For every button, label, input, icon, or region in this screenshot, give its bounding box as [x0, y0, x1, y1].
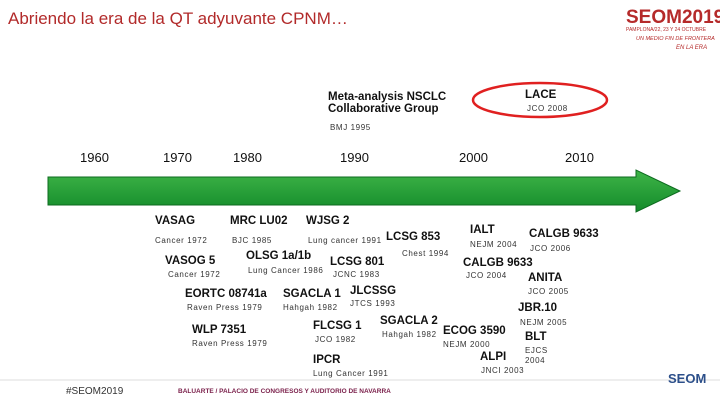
- trial-name: LCSG 853: [386, 231, 441, 243]
- logo-dates: PAMPLONA/22, 23 Y 24 OCTUBRE: [626, 27, 707, 33]
- trial-name: EORTC 08741a: [185, 288, 267, 300]
- slide-title: Abriendo la era de la QT adyuvante CPNM…: [8, 9, 348, 28]
- citation: EJCS 2004: [525, 346, 548, 365]
- trial-name: LCSG 801: [330, 256, 385, 268]
- trial-name: VASAG: [155, 215, 196, 227]
- trial-name: IPCR: [313, 354, 341, 366]
- trial-name: WLP 7351: [192, 324, 247, 336]
- citation: Cancer 1972: [168, 270, 221, 279]
- year-label: 2000: [459, 150, 488, 165]
- trial-name: SGACLA 2: [380, 315, 438, 327]
- trial-name: SGACLA 1: [283, 288, 341, 300]
- citation: Chest 1994: [402, 249, 449, 258]
- citation: JCNC 1983: [333, 270, 380, 279]
- trial-name: ANITA: [528, 272, 563, 284]
- trial-name: ECOG 3590: [443, 325, 506, 337]
- citation: Hahgah 1982: [283, 303, 338, 312]
- logo-tagline: UN MEDIO FIN DE FRONTERA: [636, 36, 715, 42]
- year-label: 2010: [565, 150, 594, 165]
- trial-name: JLCSSG: [350, 285, 397, 297]
- highlight-ellipse: [471, 81, 609, 119]
- trial-name: JBR.10: [518, 302, 557, 314]
- citation: NEJM 2000: [443, 340, 491, 349]
- citation: JCO 2008: [527, 104, 568, 113]
- citation: Raven Press 1979: [192, 339, 268, 348]
- citation: Lung cancer 1991: [308, 236, 382, 245]
- footer-hashtag: #SEOM2019: [66, 386, 124, 397]
- citation: NEJM 2005: [520, 318, 568, 327]
- year-label: 1970: [163, 150, 192, 165]
- trial-name: LACE: [525, 89, 557, 101]
- citation: JCO 2006: [530, 244, 571, 253]
- year-label: 1990: [340, 150, 369, 165]
- footer-venue: BALUARTE / PALACIO DE CONGRESOS Y AUDITO…: [178, 388, 391, 395]
- year-label: 1960: [80, 150, 109, 165]
- trial-name: CALGB 9633: [463, 257, 533, 269]
- trial-name: BLT: [525, 331, 547, 343]
- citation: JCO 2005: [528, 287, 569, 296]
- year-label: 1980: [233, 150, 262, 165]
- citation: Lung Cancer 1986: [248, 266, 324, 275]
- citation: JNCI 2003: [481, 366, 525, 375]
- citation: BJC 1985: [232, 236, 272, 245]
- citation: Raven Press 1979: [187, 303, 263, 312]
- trial-name: IALT: [470, 224, 495, 236]
- citation: Hahgah 1982: [382, 330, 437, 339]
- citation: NEJM 2004: [470, 240, 518, 249]
- logo-tagline: EN LA ERA: [676, 45, 708, 51]
- citation: JCO 2004: [466, 271, 507, 280]
- trial-name: VASOG 5: [165, 255, 216, 267]
- trial-name: FLCSG 1: [313, 320, 362, 332]
- citation: BMJ 1995: [330, 123, 371, 132]
- trial-name: Meta-analysis NSCLC Collaborative Group: [328, 91, 447, 115]
- trial-name: CALGB 9633: [529, 228, 599, 240]
- citation: Lung Cancer 1991: [313, 369, 389, 378]
- logo-brand: SEOM2019: [626, 7, 720, 28]
- trial-name: WJSG 2: [306, 215, 350, 227]
- trial-name: OLSG 1a/1b: [246, 250, 312, 262]
- timeline-arrow: [47, 169, 682, 213]
- corner-logo: SEOM: [668, 371, 707, 386]
- trial-name: ALPI: [480, 351, 507, 363]
- citation: JCO 1982: [315, 335, 356, 344]
- citation: JTCS 1993: [350, 299, 396, 308]
- trial-name: MRC LU02: [230, 215, 288, 227]
- citation: Cancer 1972: [155, 236, 208, 245]
